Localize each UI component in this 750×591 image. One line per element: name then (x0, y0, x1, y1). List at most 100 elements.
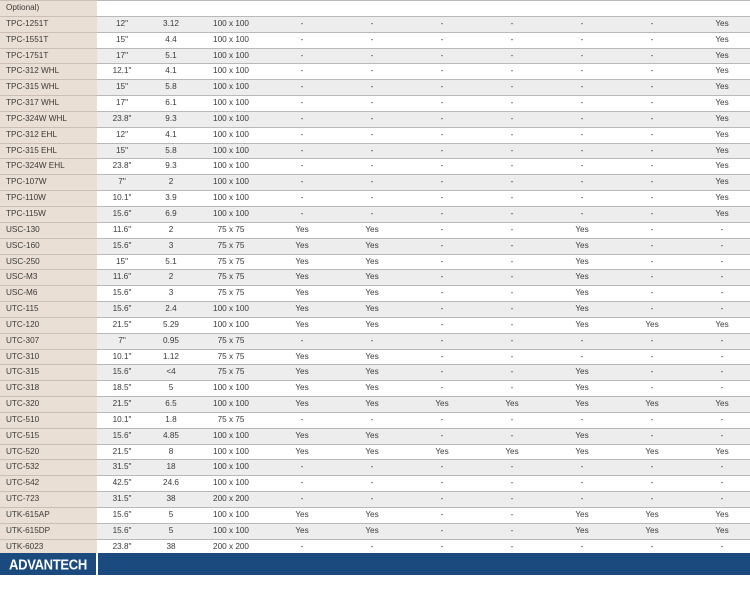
cell-opt7: Yes (687, 142, 750, 160)
cell-opt2: - (337, 15, 407, 33)
cell-opt1: - (267, 190, 337, 207)
cell-opt1: Yes (267, 301, 337, 318)
cell-size: 21.5" (97, 316, 147, 334)
cell-opt6: - (617, 158, 687, 176)
table-row: UTC-532 31.5" 18 100 x 100- - - - - - - (0, 459, 750, 477)
cell-opt4: - (477, 79, 547, 97)
cell-opt3: - (407, 47, 477, 65)
cell-opt7: - (687, 253, 750, 271)
cell-opt7: - (687, 285, 750, 303)
cell-opt5: Yes (547, 253, 617, 271)
cell-opt3: - (407, 190, 477, 207)
cell-opt5: Yes (547, 237, 617, 255)
specification-table: Optional) TPC-1251T 12" 3.12 100 x 100- - - - -… (0, 0, 750, 572)
table-row: UTC-520 21.5" 8 100 x 100 Yes Yes Yes Yes Yes Yes… (0, 443, 750, 461)
cell-opt6: - (617, 47, 687, 65)
cell-opt7: Yes (687, 190, 750, 207)
cell-model: TPC-312 EHL (0, 126, 97, 144)
cell-opt7: - (687, 237, 750, 255)
table-row: UTC-120 21.5" 5.29 100 x 100 Yes Yes - - Yes Yes Y… (0, 316, 750, 334)
cell-opt3: - (407, 491, 477, 508)
cell-opt3: - (407, 79, 477, 97)
cell-opt2: - (337, 126, 407, 144)
cell-size: 42.5" (97, 475, 147, 493)
cell-opt4: - (477, 221, 547, 239)
cell-opt1: Yes (267, 285, 337, 303)
cell-opt2: - (337, 174, 407, 192)
cell-vesa: 75 x 75 (195, 285, 267, 303)
cell-opt2: - (337, 332, 407, 350)
cell-opt4: - (477, 332, 547, 350)
cell-opt5: - (547, 47, 617, 65)
table-body: Optional) TPC-1251T 12" 3.12 100 x 100- - - - -… (0, 0, 750, 572)
cell-vesa: 200 x 200 (195, 538, 267, 556)
table-row: TPC-1251T 12" 3.12 100 x 100- - - - - - Yes (0, 15, 750, 33)
cell-opt2: - (337, 63, 407, 81)
cell-weight: 5.29 (147, 316, 195, 334)
cell-opt2: - (337, 47, 407, 65)
partial-header-filler (195, 0, 267, 17)
cell-model: UTC-510 (0, 411, 97, 429)
cell-weight: 6.5 (147, 396, 195, 413)
cell-opt5: - (547, 15, 617, 33)
cell-opt6: - (617, 205, 687, 223)
cell-weight: 0.95 (147, 332, 195, 350)
cell-opt7: Yes (687, 174, 750, 192)
cell-opt6: Yes (617, 443, 687, 461)
cell-opt4: - (477, 237, 547, 255)
cell-opt1: Yes (267, 443, 337, 461)
cell-opt7: - (687, 269, 750, 287)
cell-opt7: Yes (687, 443, 750, 461)
cell-opt5: - (547, 475, 617, 493)
cell-opt5: - (547, 538, 617, 556)
cell-opt3: - (407, 332, 477, 350)
cell-vesa: 75 x 75 (195, 348, 267, 366)
table-row: UTC-542 42.5" 24.6 100 x 100- - - - - - - (0, 475, 750, 493)
cell-size: 15.6" (97, 507, 147, 524)
cell-weight: 6.9 (147, 205, 195, 223)
cell-opt4: - (477, 316, 547, 334)
cell-opt7: Yes (687, 316, 750, 334)
partial-header-filler (97, 0, 147, 17)
cell-weight: 3 (147, 237, 195, 255)
cell-opt7: - (687, 411, 750, 429)
cell-opt6: - (617, 285, 687, 303)
table-row: USC-160 15.6" 3 75 x 75 Yes Yes - - Yes - - (0, 237, 750, 255)
cell-size: 15" (97, 79, 147, 97)
cell-vesa: 100 x 100 (195, 15, 267, 33)
cell-opt5: Yes (547, 396, 617, 413)
cell-opt6: - (617, 237, 687, 255)
cell-model: UTC-115 (0, 301, 97, 318)
cell-weight: 5 (147, 507, 195, 524)
table-row: USC-M3 11.6" 2 75 x 75 Yes Yes - - Yes - - (0, 269, 750, 287)
cell-opt4: - (477, 459, 547, 477)
table-row: TPC-110W 10.1" 3.9 100 x 100- - - - - - Yes (0, 190, 750, 207)
cell-opt4: - (477, 15, 547, 33)
cell-opt3: - (407, 427, 477, 445)
cell-model: UTK-615DP (0, 522, 97, 540)
cell-opt5: Yes (547, 301, 617, 318)
cell-opt6: - (617, 174, 687, 192)
cell-weight: 3.12 (147, 15, 195, 33)
cell-opt2: - (337, 459, 407, 477)
cell-vesa: 100 x 100 (195, 63, 267, 81)
cell-model: UTK-615AP (0, 507, 97, 524)
cell-opt3: - (407, 269, 477, 287)
cell-opt4: - (477, 348, 547, 366)
cell-opt4: - (477, 475, 547, 493)
table-row: TPC-324W WHL 23.8" 9.3 100 x 100- - - - - - Yes (0, 110, 750, 128)
cell-opt4: - (477, 47, 547, 65)
cell-opt1: - (267, 205, 337, 223)
cell-opt2: Yes (337, 364, 407, 382)
cell-weight: <4 (147, 364, 195, 382)
partial-header-filler (547, 0, 617, 17)
cell-opt1: - (267, 47, 337, 65)
cell-opt2: Yes (337, 221, 407, 239)
cell-vesa: 100 x 100 (195, 79, 267, 97)
cell-opt7: - (687, 491, 750, 508)
cell-opt5: - (547, 79, 617, 97)
cell-vesa: 75 x 75 (195, 411, 267, 429)
cell-opt6: - (617, 332, 687, 350)
cell-opt6: - (617, 142, 687, 160)
cell-weight: 2 (147, 174, 195, 192)
